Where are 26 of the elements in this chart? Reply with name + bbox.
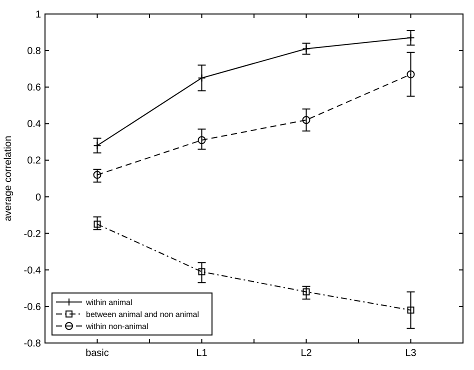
legend-label: within non-animal (85, 322, 148, 331)
point (407, 306, 414, 314)
y-tick-label: -0.4 (24, 265, 42, 276)
y-tick-label: 1 (35, 10, 42, 20)
legend-label: between animal and non animal (86, 310, 200, 319)
y-tick-label: 0.6 (27, 82, 42, 94)
point (94, 220, 101, 228)
y-tick-label: 0.4 (27, 119, 42, 130)
y-tick-label: -0.8 (24, 338, 42, 350)
y-tick-label: -0.2 (24, 228, 42, 240)
point (198, 136, 206, 144)
point (406, 70, 415, 78)
y-tick-label: 0.2 (27, 156, 42, 167)
point (302, 288, 310, 296)
legend-label: within animal (85, 298, 132, 307)
y-tick-label: 0.8 (27, 46, 42, 58)
point (93, 170, 102, 179)
y-tick-label: 0 (35, 192, 42, 204)
y-axis-title: average correlation (3, 136, 14, 222)
point (198, 268, 206, 276)
x-tick-label: L3 (405, 348, 417, 359)
y-tick-label: -0.6 (24, 302, 42, 313)
x-tick-label: L1 (196, 348, 208, 359)
x-tick-label: L2 (300, 348, 312, 359)
x-tick-label: basic (86, 348, 109, 359)
point (302, 116, 310, 124)
